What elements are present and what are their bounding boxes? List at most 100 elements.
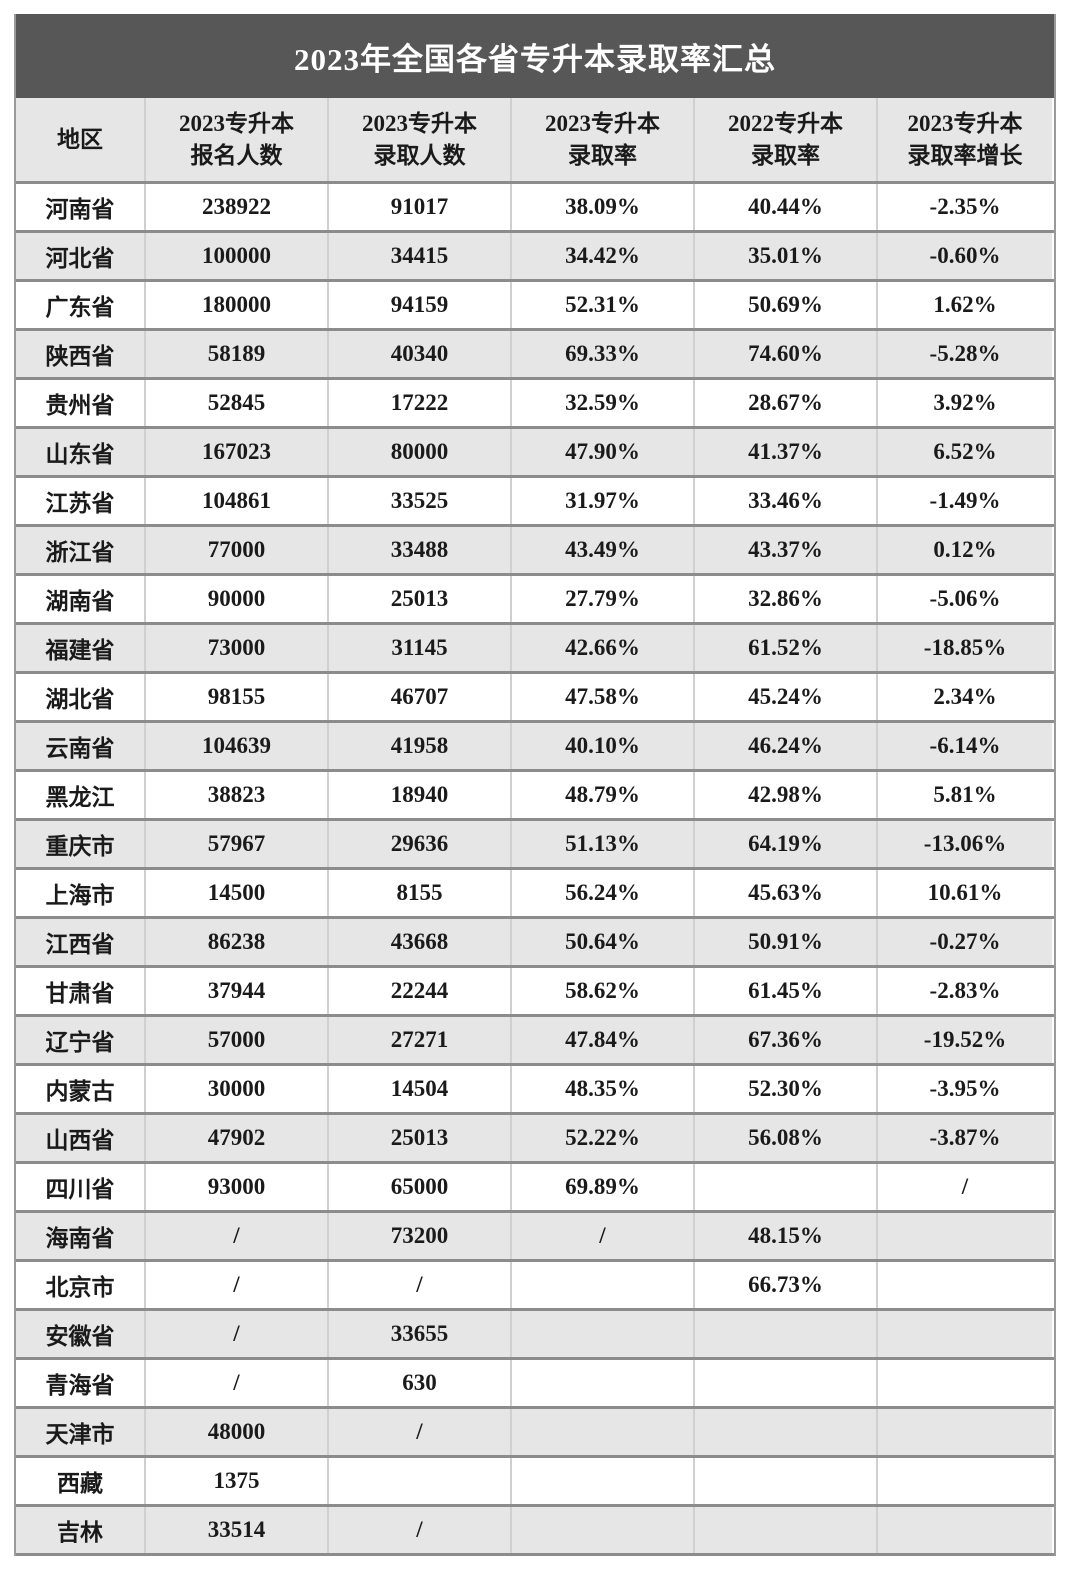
cell-region: 黑龙江 <box>16 770 146 821</box>
admission-rate-table-card: 2023年全国各省专升本录取率汇总 地区 2023专升本 报名人数 2023专升本 录取… <box>14 14 1056 1556</box>
cell-region: 吉林 <box>16 1505 146 1556</box>
cell-rate-change: -5.28% <box>877 329 1054 380</box>
cell-rate-2023 <box>511 1505 695 1556</box>
cell-admitted-2023 <box>328 1456 512 1507</box>
cell-region: 上海市 <box>16 868 146 919</box>
cell-applicants-2023: 180000 <box>145 280 329 331</box>
cell-rate-change <box>877 1407 1054 1458</box>
cell-region: 云南省 <box>16 721 146 772</box>
cell-rate-2022: 40.44% <box>694 182 878 233</box>
cell-rate-2022: 50.91% <box>694 917 878 968</box>
cell-rate-2022 <box>694 1358 878 1409</box>
cell-rate-change: -1.49% <box>877 476 1054 527</box>
cell-region: 西藏 <box>16 1456 146 1507</box>
cell-rate-2023: 69.33% <box>511 329 695 380</box>
table-row: 北京市 //66.73% <box>16 1260 1054 1311</box>
table-row: 福建省 73000 31145 42.66% 61.52% -18.85% <box>16 623 1054 674</box>
cell-rate-2023: 31.97% <box>511 476 695 527</box>
cell-region: 广东省 <box>16 280 146 331</box>
cell-region: 河北省 <box>16 231 146 282</box>
cell-rate-2022: 50.69% <box>694 280 878 331</box>
cell-applicants-2023: 104639 <box>145 721 329 772</box>
table-row: 江苏省 104861 33525 31.97% 33.46% -1.49% <box>16 476 1054 527</box>
table-row: 山西省 47902 25013 52.22% 56.08% -3.87% <box>16 1113 1054 1164</box>
cell-region: 安徽省 <box>16 1309 146 1360</box>
cell-rate-2022: 61.45% <box>694 966 878 1017</box>
cell-applicants-2023: 90000 <box>145 574 329 625</box>
cell-applicants-2023: 73000 <box>145 623 329 674</box>
cell-rate-2023: 40.10% <box>511 721 695 772</box>
cell-rate-2023: 48.79% <box>511 770 695 821</box>
header-rate-2023: 2023专升本 录取率 <box>511 98 695 184</box>
cell-region: 浙江省 <box>16 525 146 576</box>
cell-admitted-2023: 33488 <box>328 525 512 576</box>
cell-admitted-2023: 94159 <box>328 280 512 331</box>
cell-rate-2022: 74.60% <box>694 329 878 380</box>
table-row: 河南省 238922 91017 38.09% 40.44% -2.35% <box>16 182 1054 233</box>
cell-rate-change: 10.61% <box>877 868 1054 919</box>
cell-admitted-2023: 46707 <box>328 672 512 723</box>
cell-admitted-2023: 80000 <box>328 427 512 478</box>
cell-rate-change: -6.14% <box>877 721 1054 772</box>
cell-rate-change: -2.83% <box>877 966 1054 1017</box>
header-line: 2023专升本 <box>907 110 1023 136</box>
cell-rate-change: -5.06% <box>877 574 1054 625</box>
header-row: 地区 2023专升本 报名人数 2023专升本 录取人数 2023专升本 录取率 2022专升… <box>16 98 1054 184</box>
cell-applicants-2023: 33514 <box>145 1505 329 1556</box>
cell-applicants-2023: 238922 <box>145 182 329 233</box>
cell-rate-2023 <box>511 1407 695 1458</box>
cell-region: 江西省 <box>16 917 146 968</box>
cell-applicants-2023: / <box>145 1260 329 1311</box>
cell-admitted-2023: / <box>328 1407 512 1458</box>
cell-applicants-2023: 37944 <box>145 966 329 1017</box>
cell-admitted-2023: 8155 <box>328 868 512 919</box>
cell-region: 江苏省 <box>16 476 146 527</box>
cell-applicants-2023: 93000 <box>145 1162 329 1213</box>
cell-admitted-2023: 18940 <box>328 770 512 821</box>
cell-rate-2023: 56.24% <box>511 868 695 919</box>
cell-admitted-2023: 25013 <box>328 1113 512 1164</box>
cell-admitted-2023: / <box>328 1260 512 1311</box>
cell-rate-2023: 47.84% <box>511 1015 695 1066</box>
cell-applicants-2023: 104861 <box>145 476 329 527</box>
cell-region: 贵州省 <box>16 378 146 429</box>
cell-rate-change <box>877 1505 1054 1556</box>
cell-rate-change: 6.52% <box>877 427 1054 478</box>
cell-rate-2022: 46.24% <box>694 721 878 772</box>
table-row: 安徽省/33655 <box>16 1309 1054 1360</box>
table-row: 海南省/73200/48.15% <box>16 1211 1054 1262</box>
cell-admitted-2023: 40340 <box>328 329 512 380</box>
cell-applicants-2023: / <box>145 1211 329 1262</box>
cell-applicants-2023: 58189 <box>145 329 329 380</box>
cell-rate-2022: 52.30% <box>694 1064 878 1115</box>
header-line: 报名人数 <box>190 142 283 168</box>
cell-rate-change: -19.52% <box>877 1015 1054 1066</box>
header-line: 2022专升本 <box>728 110 843 136</box>
cell-rate-2023 <box>511 1309 695 1360</box>
cell-rate-2023: 38.09% <box>511 182 695 233</box>
cell-admitted-2023: 17222 <box>328 378 512 429</box>
cell-rate-2023: 47.58% <box>511 672 695 723</box>
header-line: 2023专升本 <box>179 110 294 136</box>
cell-region: 陕西省 <box>16 329 146 380</box>
cell-rate-change <box>877 1260 1054 1311</box>
cell-rate-change: 1.62% <box>877 280 1054 331</box>
header-line: 录取率 <box>751 142 820 168</box>
cell-region: 内蒙古 <box>16 1064 146 1115</box>
cell-rate-change: -3.87% <box>877 1113 1054 1164</box>
cell-region: 海南省 <box>16 1211 146 1262</box>
cell-applicants-2023: 100000 <box>145 231 329 282</box>
table-row: 辽宁省 57000 27271 47.84% 67.36% -19.52% <box>16 1015 1054 1066</box>
table-row: 上海市 14500 8155 56.24% 45.63% 10.61% <box>16 868 1054 919</box>
table-row: 黑龙江 38823 18940 48.79% 42.98% 5.81% <box>16 770 1054 821</box>
cell-rate-change: -0.60% <box>877 231 1054 282</box>
cell-rate-2022: 66.73% <box>694 1260 878 1311</box>
cell-rate-2023: 32.59% <box>511 378 695 429</box>
cell-admitted-2023: 34415 <box>328 231 512 282</box>
cell-applicants-2023: 86238 <box>145 917 329 968</box>
cell-region: 甘肃省 <box>16 966 146 1017</box>
cell-applicants-2023: 98155 <box>145 672 329 723</box>
cell-rate-change: 3.92% <box>877 378 1054 429</box>
header-line: 录取率增长 <box>907 142 1023 168</box>
table-row: 西藏 1375 <box>16 1456 1054 1507</box>
